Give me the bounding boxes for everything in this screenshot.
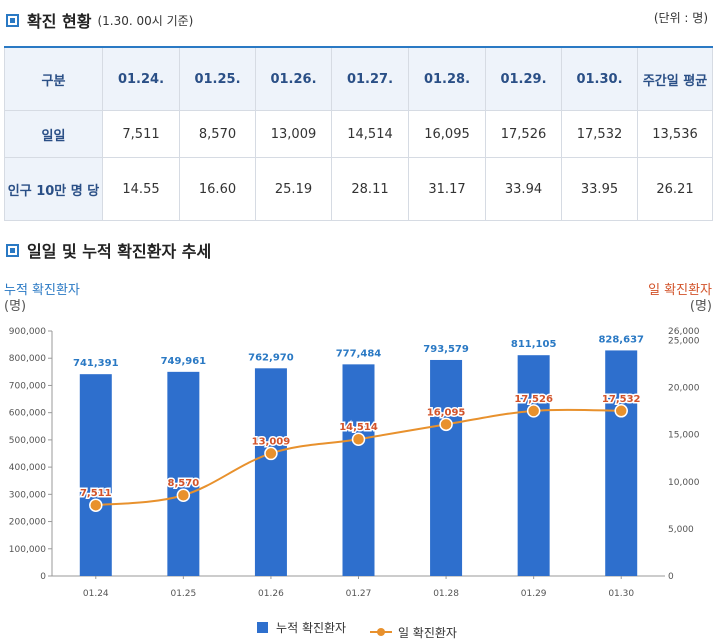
x-tick-label: 01.28 [433, 589, 459, 599]
legend-label: 일 확진환자 [397, 625, 457, 640]
header-cell: 주간일 평균 [637, 46, 713, 111]
right-tick-label: 5,000 [668, 525, 694, 535]
x-tick-label: 01.26 [258, 589, 284, 599]
left-tick-label: 300,000 [9, 490, 46, 500]
bar-cumulative [79, 374, 112, 576]
confirmed-cases-table: 구분 01.24. 01.25. 01.26. 01.27. 01.28. 01… [4, 46, 713, 221]
header-cell: 01.28. [408, 46, 486, 111]
header-cell: 구분 [4, 46, 103, 111]
legend-label: 누적 확진환자 [276, 621, 347, 635]
right-axis-label: 일 확진환자 [648, 283, 712, 298]
right-tick-label: 25,000 [668, 336, 700, 346]
right-tick-label: 0 [668, 572, 674, 582]
left-axis-label: 누적 확진환자 [4, 283, 80, 298]
reference-time: (1.30. 00시 기준) [97, 13, 194, 28]
line-point [351, 432, 366, 446]
bar-cumulative [430, 359, 463, 576]
left-tick-label: 200,000 [9, 518, 46, 528]
square-bullet-icon [6, 13, 19, 27]
trend-section-title: 일일 및 누적 확진환자 추세 [6, 238, 211, 262]
line-data-label: 8,570 [168, 478, 200, 489]
table-cell: 26.21 [637, 157, 713, 221]
header-cell: 01.24. [102, 46, 180, 111]
bar-cumulative [605, 350, 638, 576]
status-section-title: 확진 현황 (1.30. 00시 기준) [6, 8, 193, 32]
right-tick-label: 15,000 [668, 431, 700, 441]
line-data-label: 17,532 [602, 394, 641, 405]
bar-data-label: 777,484 [336, 348, 382, 359]
bar-cumulative [254, 368, 287, 576]
right-axis-unit: (명) [689, 299, 712, 314]
line-point [89, 498, 103, 512]
header-cell: 01.29. [485, 46, 562, 111]
header-cell: 01.30. [561, 46, 638, 111]
table-cell: 33.94 [485, 157, 562, 221]
bar-cumulative [342, 364, 375, 576]
line-data-label: 17,526 [514, 394, 553, 405]
left-tick-label: 0 [40, 572, 46, 582]
left-tick-label: 600,000 [9, 409, 46, 419]
table-row-per-100k: 인구 10만 명 당 14.55 16.60 25.19 28.11 31.17… [4, 157, 713, 221]
table-row-daily: 일일 7,511 8,570 13,009 14,514 16,095 17,5… [4, 110, 713, 158]
left-tick-label: 400,000 [9, 463, 46, 473]
line-data-label: 13,009 [252, 436, 291, 447]
table-cell: 16.60 [179, 157, 256, 221]
bar-data-label: 749,961 [161, 356, 207, 367]
row-header: 일일 [4, 110, 103, 158]
left-tick-label: 900,000 [9, 327, 46, 337]
line-data-label: 16,095 [427, 407, 466, 418]
left-tick-label: 500,000 [9, 436, 46, 446]
bar-data-label: 741,391 [73, 358, 119, 369]
bar-data-label: 811,105 [511, 339, 557, 350]
bar-cumulative [517, 355, 550, 576]
section-title-text: 확진 현황 [27, 12, 92, 31]
line-data-label: 7,511 [80, 488, 112, 499]
table-cell: 25.19 [255, 157, 332, 221]
x-tick-label: 01.25 [170, 589, 196, 599]
unit-label: (단위 : 명) [653, 11, 708, 25]
line-point [176, 488, 191, 502]
chart-legend: 누적 확진환자 일 확진환자 [0, 619, 714, 641]
table-cell: 33.95 [561, 157, 638, 221]
bar-cumulative [167, 371, 200, 576]
table-cell: 17,526 [485, 110, 562, 158]
bar-data-label: 762,970 [248, 352, 294, 363]
left-tick-label: 700,000 [9, 381, 46, 391]
right-tick-label: 10,000 [668, 478, 700, 488]
x-tick-label: 01.30 [608, 589, 634, 599]
legend-item-cumulative: 누적 확진환자 [257, 619, 346, 636]
table-cell: 28.11 [331, 157, 409, 221]
left-axis-unit: (명) [4, 299, 27, 314]
legend-item-daily: 일 확진환자 [369, 624, 457, 641]
table-cell: 31.17 [408, 157, 486, 221]
left-tick-label: 100,000 [9, 545, 46, 555]
line-marker-icon [369, 628, 392, 636]
line-point [526, 404, 541, 418]
left-tick-label: 800,000 [9, 354, 46, 364]
line-point [614, 404, 628, 418]
table-header-row: 구분 01.24. 01.25. 01.26. 01.27. 01.28. 01… [4, 46, 713, 111]
table-cell: 16,095 [408, 110, 486, 158]
line-data-label: 14,514 [339, 422, 378, 433]
x-tick-label: 01.27 [346, 589, 372, 599]
right-tick-label: 20,000 [668, 384, 700, 394]
bar-data-label: 828,637 [598, 334, 644, 345]
square-bullet-icon [6, 243, 19, 257]
line-point [264, 446, 278, 461]
x-tick-label: 01.29 [521, 589, 547, 599]
bar-swatch-icon [257, 622, 269, 633]
left-axis-title: 누적 확진환자 (명) [4, 283, 80, 315]
table-cell: 8,570 [179, 110, 256, 158]
table-cell: 13,536 [637, 110, 713, 158]
right-axis-title: 일 확진환자 (명) [648, 283, 712, 315]
line-point [439, 417, 453, 432]
bar-data-label: 793,579 [423, 344, 469, 355]
right-tick-label: 26,000 [668, 327, 700, 337]
section-title-text: 일일 및 누적 확진환자 추세 [27, 242, 212, 261]
x-tick-label: 01.24 [83, 589, 109, 599]
